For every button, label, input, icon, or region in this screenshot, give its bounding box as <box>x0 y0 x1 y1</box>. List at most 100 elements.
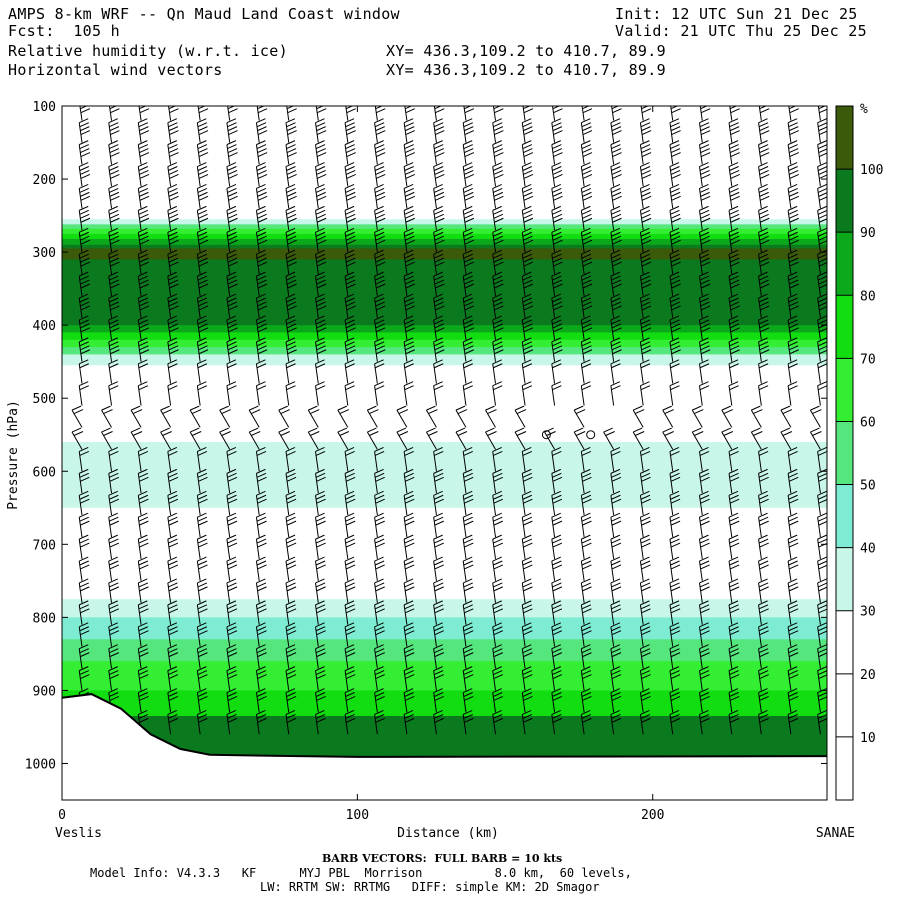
wind-barb <box>344 118 356 143</box>
barb-shaft <box>226 122 231 143</box>
barb-shaft <box>374 539 378 559</box>
barb-flag <box>788 692 798 697</box>
barb-flag <box>493 106 502 110</box>
barb-shaft <box>698 582 703 603</box>
barb-flag <box>552 166 562 171</box>
barb-shaft <box>226 363 231 384</box>
barb-flag <box>315 582 326 588</box>
barb-shaft <box>455 409 467 428</box>
barb-flag <box>404 472 414 478</box>
barb-shaft <box>758 451 762 472</box>
barb-shaft <box>610 714 615 735</box>
wind-barb <box>750 427 763 450</box>
wind-barb <box>758 622 769 647</box>
barb-flag <box>581 626 592 632</box>
barb-flag <box>462 600 473 606</box>
barb-flag <box>315 709 325 715</box>
barb-flag <box>492 205 502 211</box>
barb-shaft <box>817 188 821 209</box>
wind-barb <box>255 709 267 735</box>
barb-flag <box>610 666 621 672</box>
wind-barb <box>492 644 504 669</box>
barb-flag <box>789 608 799 614</box>
barb-flag <box>227 97 236 101</box>
barb-flag <box>640 275 651 281</box>
field2-name: Horizontal wind vectors <box>8 61 223 79</box>
wind-barb <box>78 337 91 362</box>
barb-flag <box>227 126 238 132</box>
barb-flag <box>581 227 591 233</box>
barb-flag <box>375 213 385 219</box>
barb-flag <box>492 490 502 496</box>
barb-flag <box>700 695 710 701</box>
barb-flag <box>730 239 740 245</box>
barb-shaft <box>307 431 319 450</box>
barb-flag <box>699 187 710 193</box>
barb-shaft <box>255 714 260 735</box>
barb-flag <box>405 257 415 263</box>
barb-flag <box>581 450 592 456</box>
barb-shaft <box>580 122 585 143</box>
barb-flag <box>197 692 208 697</box>
barb-shaft <box>167 714 172 735</box>
barb-shaft <box>632 431 644 450</box>
wind-barb <box>285 381 296 406</box>
wind-barb <box>160 427 172 450</box>
barb-flag <box>109 166 119 171</box>
barb-flag <box>493 713 503 719</box>
barb-shaft <box>580 297 585 318</box>
barb-flag <box>611 564 622 570</box>
barb-flag <box>197 490 207 496</box>
barb-flag <box>581 315 591 321</box>
barb-flag <box>315 253 326 259</box>
barb-flag <box>374 692 385 697</box>
barb-shaft <box>315 648 319 669</box>
barb-shaft <box>521 517 526 538</box>
wind-barb <box>728 622 740 647</box>
barb-flag <box>494 239 504 245</box>
barb-flag <box>227 101 236 105</box>
barb-flag <box>345 674 356 679</box>
barb-flag <box>403 293 414 299</box>
barb-flag <box>728 556 739 562</box>
wind-barb <box>581 106 593 121</box>
barb-flag <box>494 217 504 223</box>
wind-barb <box>817 205 827 231</box>
barb-shaft <box>315 385 319 406</box>
barb-flag <box>493 494 503 500</box>
barb-flag <box>374 468 384 474</box>
barb-flag <box>286 604 296 610</box>
wind-barb <box>108 666 120 691</box>
barb-flag <box>316 674 326 679</box>
barb-flag <box>79 271 89 277</box>
x-tick-label: 0 <box>58 808 66 823</box>
barb-flag <box>169 173 179 179</box>
wind-barb <box>78 271 91 297</box>
barb-flag <box>197 670 208 676</box>
wind-barb <box>787 688 799 713</box>
barb-flag <box>611 670 621 676</box>
barb-flag <box>256 670 267 676</box>
barb-shaft <box>669 670 674 691</box>
barb-flag <box>700 217 711 223</box>
barb-flag <box>80 586 90 592</box>
barb-flag <box>694 431 704 436</box>
barb-flag <box>169 261 179 267</box>
barb-flag <box>139 476 149 482</box>
barb-flag <box>632 405 643 411</box>
barb-shaft <box>462 692 467 713</box>
barb-flag <box>603 427 613 433</box>
barb-flag <box>79 468 89 474</box>
barb-flag <box>433 622 443 628</box>
barb-flag <box>375 608 385 614</box>
barb-flag <box>551 118 562 124</box>
wind-barb <box>610 666 622 691</box>
barb-flag <box>344 315 355 321</box>
barb-shaft <box>278 431 290 450</box>
barb-flag <box>464 564 474 570</box>
barb-flag <box>109 450 119 456</box>
barb-shaft <box>698 276 703 297</box>
barb-flag <box>256 516 267 522</box>
barb-flag <box>699 494 710 500</box>
barb-flag <box>464 106 472 110</box>
